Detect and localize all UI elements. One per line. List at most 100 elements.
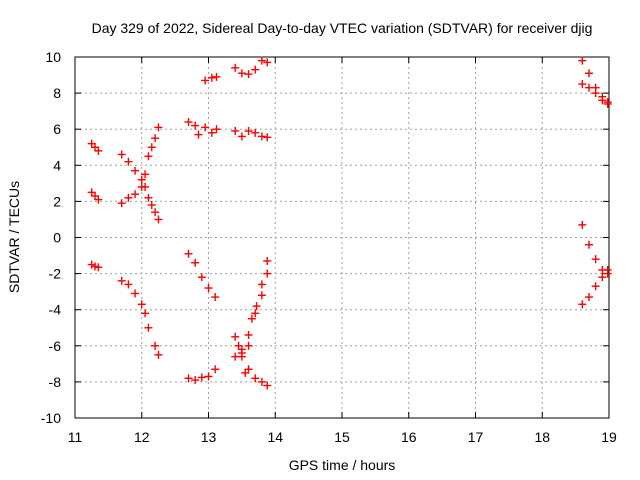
data-point (584, 69, 593, 78)
y-tick-label: 0 (53, 230, 61, 246)
data-point (237, 352, 246, 361)
data-point (197, 373, 206, 382)
data-point (207, 128, 216, 137)
data-point (131, 190, 140, 199)
data-point (194, 130, 203, 139)
data-point (244, 127, 253, 136)
data-point (117, 150, 126, 159)
data-point (578, 80, 587, 89)
data-point (124, 157, 133, 166)
data-point (201, 76, 210, 85)
data-point (591, 89, 600, 98)
data-point (141, 309, 150, 318)
data-point (598, 273, 607, 282)
data-point (207, 73, 216, 82)
data-point (154, 350, 163, 359)
data-point (211, 365, 220, 374)
data-point (131, 289, 140, 298)
data-point (117, 276, 126, 285)
data-point (247, 314, 256, 323)
x-tick-label: 11 (68, 429, 83, 445)
y-tick-label: -2 (49, 266, 62, 282)
gridlines (75, 57, 609, 418)
data-point (578, 56, 587, 65)
data-point (263, 269, 272, 278)
data-point (263, 256, 272, 265)
data-point (191, 376, 200, 385)
data-point (117, 199, 126, 208)
x-tick-label: 19 (601, 429, 617, 445)
data-point (124, 280, 133, 289)
data-point (257, 56, 266, 65)
data-point (144, 323, 153, 332)
y-tick-label: 10 (45, 49, 61, 65)
data-point (137, 182, 146, 191)
data-point (137, 175, 146, 184)
data-point (603, 98, 612, 107)
data-point (151, 134, 160, 143)
data-point (237, 132, 246, 141)
data-point (251, 128, 260, 137)
x-tick-label: 17 (468, 429, 484, 445)
data-point (591, 255, 600, 264)
data-point (263, 381, 272, 390)
data-point (131, 166, 140, 175)
data-point (231, 332, 240, 341)
data-point (94, 263, 103, 272)
x-tick-label: 16 (401, 429, 417, 445)
data-point (598, 96, 607, 105)
y-tick-labels: 10 8 6 4 2 0 -2 -4 -6 -8 -10 (41, 49, 61, 426)
data-point (231, 352, 240, 361)
data-point (147, 201, 156, 210)
data-point (212, 125, 221, 134)
data-point (154, 215, 163, 224)
data-point (137, 300, 146, 309)
data-point (251, 374, 260, 383)
x-tick-label: 13 (201, 429, 217, 445)
data-point (251, 65, 260, 74)
y-axis-label: SDTVAR / TECUs (6, 181, 22, 293)
data-point (204, 372, 213, 381)
y-tick-label: -6 (49, 338, 62, 354)
data-point (257, 291, 266, 300)
y-tick-label: -10 (41, 410, 61, 426)
data-point (244, 70, 253, 79)
data-point (584, 83, 593, 92)
data-point (184, 249, 193, 258)
data-point (584, 293, 593, 302)
data-point (257, 377, 266, 386)
data-point (124, 193, 133, 202)
y-tick-label: 4 (53, 157, 61, 173)
ticks (74, 56, 610, 419)
x-tick-label: 18 (534, 429, 550, 445)
data-point (191, 121, 200, 130)
y-tick-label: -8 (49, 374, 62, 390)
y-tick-label: 6 (53, 121, 61, 137)
data-point (191, 258, 200, 267)
data-point (252, 302, 261, 311)
data-point (244, 341, 253, 350)
data-point (578, 300, 587, 309)
data-point (141, 170, 150, 179)
data-point (251, 309, 260, 318)
data-point (237, 345, 246, 354)
data-point (94, 146, 103, 155)
x-tick-label: 14 (267, 429, 283, 445)
data-point (257, 280, 266, 289)
data-point (211, 293, 220, 302)
data-point (241, 368, 250, 377)
data-point (184, 117, 193, 126)
x-tick-labels: 11 12 13 14 15 16 17 18 19 (68, 429, 617, 445)
data-point (257, 132, 266, 141)
data-points (87, 56, 612, 390)
data-point (147, 143, 156, 152)
data-point (144, 193, 153, 202)
data-point (144, 152, 153, 161)
y-tick-label: 8 (53, 85, 61, 101)
data-point (263, 58, 272, 67)
data-point (151, 208, 160, 217)
chart-title: Day 329 of 2022, Sidereal Day-to-day VTE… (92, 20, 593, 36)
x-tick-label: 12 (134, 429, 150, 445)
data-point (603, 265, 612, 274)
